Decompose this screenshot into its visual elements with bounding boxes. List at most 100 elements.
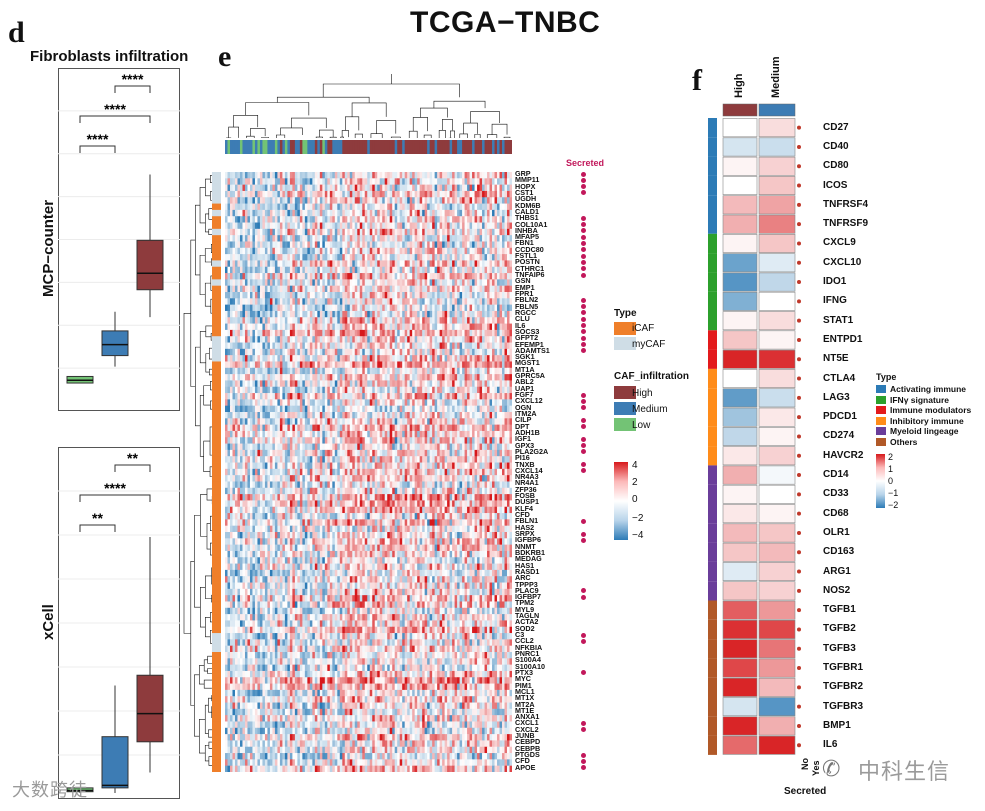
secreted-dot [581, 752, 586, 758]
f-gene-label: TGFBR2 [823, 681, 863, 693]
heat-cell-medium [758, 349, 796, 369]
type-annotation-cell [212, 664, 221, 672]
type-annotation-cell [212, 500, 221, 508]
secreted-dot [581, 588, 586, 594]
caf-annotation-cell [232, 140, 236, 154]
gene-label: PTGDS [515, 750, 540, 760]
heatmap-row [225, 715, 512, 722]
secreted-dot [581, 443, 586, 449]
heatmap-row [225, 557, 512, 564]
gene-label: CALD1 [515, 206, 539, 216]
heatmap-row [225, 475, 512, 482]
heat-cell-medium [758, 716, 796, 736]
heat-cell-high [722, 388, 758, 408]
f-gene-label: OLR1 [823, 526, 850, 538]
caf-annotation-cell [399, 140, 403, 154]
caf-annotation-cell [422, 140, 426, 154]
f-secreted-dot [797, 646, 801, 651]
caf-annotation-cell [344, 140, 348, 154]
heat-cell-medium [758, 697, 796, 717]
f-secreted-dot [797, 395, 801, 400]
caf-annotation-cell [442, 140, 446, 154]
gene-label: PI16 [515, 453, 530, 463]
caf-annotation-cell [474, 140, 478, 154]
heatmap-row [225, 481, 512, 489]
heatmap-row [225, 241, 512, 249]
gene-label: IGFBP6 [515, 535, 541, 545]
heatmap-row [225, 519, 512, 527]
heatmap-row [225, 418, 512, 426]
heatmap-row [225, 292, 512, 299]
heatmap-row [225, 399, 512, 407]
caf-annotation-cell [504, 140, 508, 154]
heatmap-row [225, 550, 512, 558]
heat-cell-high [722, 214, 758, 234]
type-annotation-cell [212, 746, 221, 754]
heat-cell-high [722, 426, 758, 446]
heatmap-row [225, 247, 512, 255]
caf-annotation-cell [492, 140, 495, 154]
secreted-dot [581, 335, 586, 341]
f-type-legend: Activating immune IFNγ signature Immune mo… [876, 384, 971, 447]
caf-annotation-cell [247, 140, 251, 154]
caf-annotation-cell [374, 140, 378, 154]
heat-cell-high [722, 658, 758, 678]
secreted-column-label: Secreted [566, 158, 605, 168]
xcell-ylabel: xCell [40, 604, 57, 640]
gene-label: SRPX [515, 529, 535, 538]
gene-label: SOD2 [515, 623, 535, 633]
f-gene-label: CD14 [823, 469, 849, 481]
heatmap-row [225, 184, 512, 192]
caf-medium-swatch [614, 402, 636, 415]
type-annotation-cell [212, 222, 221, 230]
caf-annotation-cell [429, 140, 433, 154]
type-annotation-cell [212, 412, 221, 419]
caf-annotation-cell [309, 140, 313, 154]
immune-gene-heatmap [708, 103, 801, 755]
type-annotation-cell [212, 266, 221, 274]
heat-cell-medium [758, 407, 796, 427]
gene-label: CXCL14 [515, 465, 543, 475]
caf-annotation-cell [252, 140, 256, 154]
f-gene-label: CTLA4 [823, 372, 856, 384]
type-annotation-cell [212, 443, 221, 451]
gene-label: C3 [515, 630, 525, 640]
gene-type-cell [708, 600, 717, 620]
heatmap-row [225, 254, 512, 261]
gene-type-cell [708, 465, 717, 485]
heatmap-row [225, 746, 512, 754]
gene-label: PLA2G2A [515, 446, 549, 456]
heat-cell-medium [758, 253, 796, 273]
caf-annotation-cell [342, 140, 346, 154]
caf-annotation-cell [459, 140, 463, 154]
f-gene-label: CD163 [823, 546, 855, 558]
gene-label: HOPX [515, 181, 536, 191]
heatmap-row [225, 456, 512, 463]
secreted-dot [581, 758, 586, 764]
gene-label: FBLN1 [515, 516, 539, 526]
heat-cell-medium [758, 562, 796, 581]
significance-label: **** [122, 71, 144, 87]
f-gene-label: HAVCR2 [823, 449, 864, 461]
f-secreted-dot [797, 666, 801, 671]
gene-label: S100A10 [515, 661, 545, 671]
gene-label: POSTN [515, 257, 540, 267]
gene-label: MMP11 [515, 175, 540, 185]
caf-annotation-cell [304, 140, 308, 154]
gene-label: CCL2 [515, 636, 534, 646]
heatmap-row [225, 216, 512, 223]
type-annotation-cell [212, 658, 221, 666]
type-legend-title: Type [614, 308, 637, 319]
gene-label: CXCL2 [515, 724, 539, 734]
heatmap-row [225, 279, 512, 287]
heatmap-row [225, 708, 512, 716]
caf-annotation-cell [359, 140, 363, 154]
gene-label: GPRC5A [515, 371, 545, 381]
caf-annotation-cell [239, 140, 243, 154]
secreted-dot [581, 240, 586, 246]
f-gene-label: CD274 [823, 430, 855, 442]
gene-label: NR4A1 [515, 478, 539, 488]
caf-annotation-cell [439, 140, 443, 154]
secreted-dot [581, 310, 586, 316]
gene-label: ABL2 [515, 377, 534, 387]
